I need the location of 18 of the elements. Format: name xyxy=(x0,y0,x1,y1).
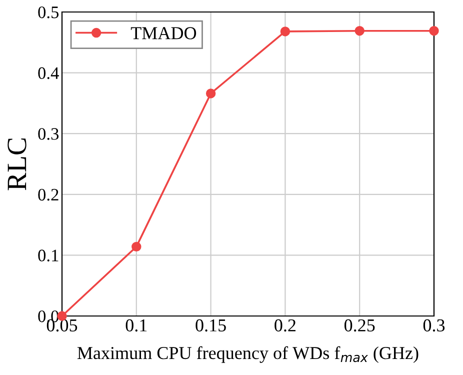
y-tick-label: 0.4 xyxy=(38,67,59,80)
x-tick-label: 0.3 xyxy=(423,319,445,332)
y-tick-label: 0.2 xyxy=(38,188,58,201)
x-tick-label: 0.2 xyxy=(274,319,296,332)
x-tick-label: 0.25 xyxy=(344,319,375,332)
x-tick-label: 0.1 xyxy=(126,319,147,332)
point xyxy=(206,88,216,98)
y-tick-label: 0.1 xyxy=(38,250,58,262)
y-tick-label: 0.5 xyxy=(38,6,59,18)
point xyxy=(132,242,142,252)
point xyxy=(429,26,439,36)
y-tick-label: 0.3 xyxy=(38,128,59,140)
x-tick-label: 0.15 xyxy=(196,319,226,332)
y-axis-title: RLC xyxy=(8,138,26,190)
point xyxy=(354,26,364,36)
legend-label: TMADO xyxy=(130,27,196,40)
x-axis-title: Maximum CPU frequency of WDs f$_{max}$ (GHz) xyxy=(77,346,418,363)
point xyxy=(280,26,290,36)
